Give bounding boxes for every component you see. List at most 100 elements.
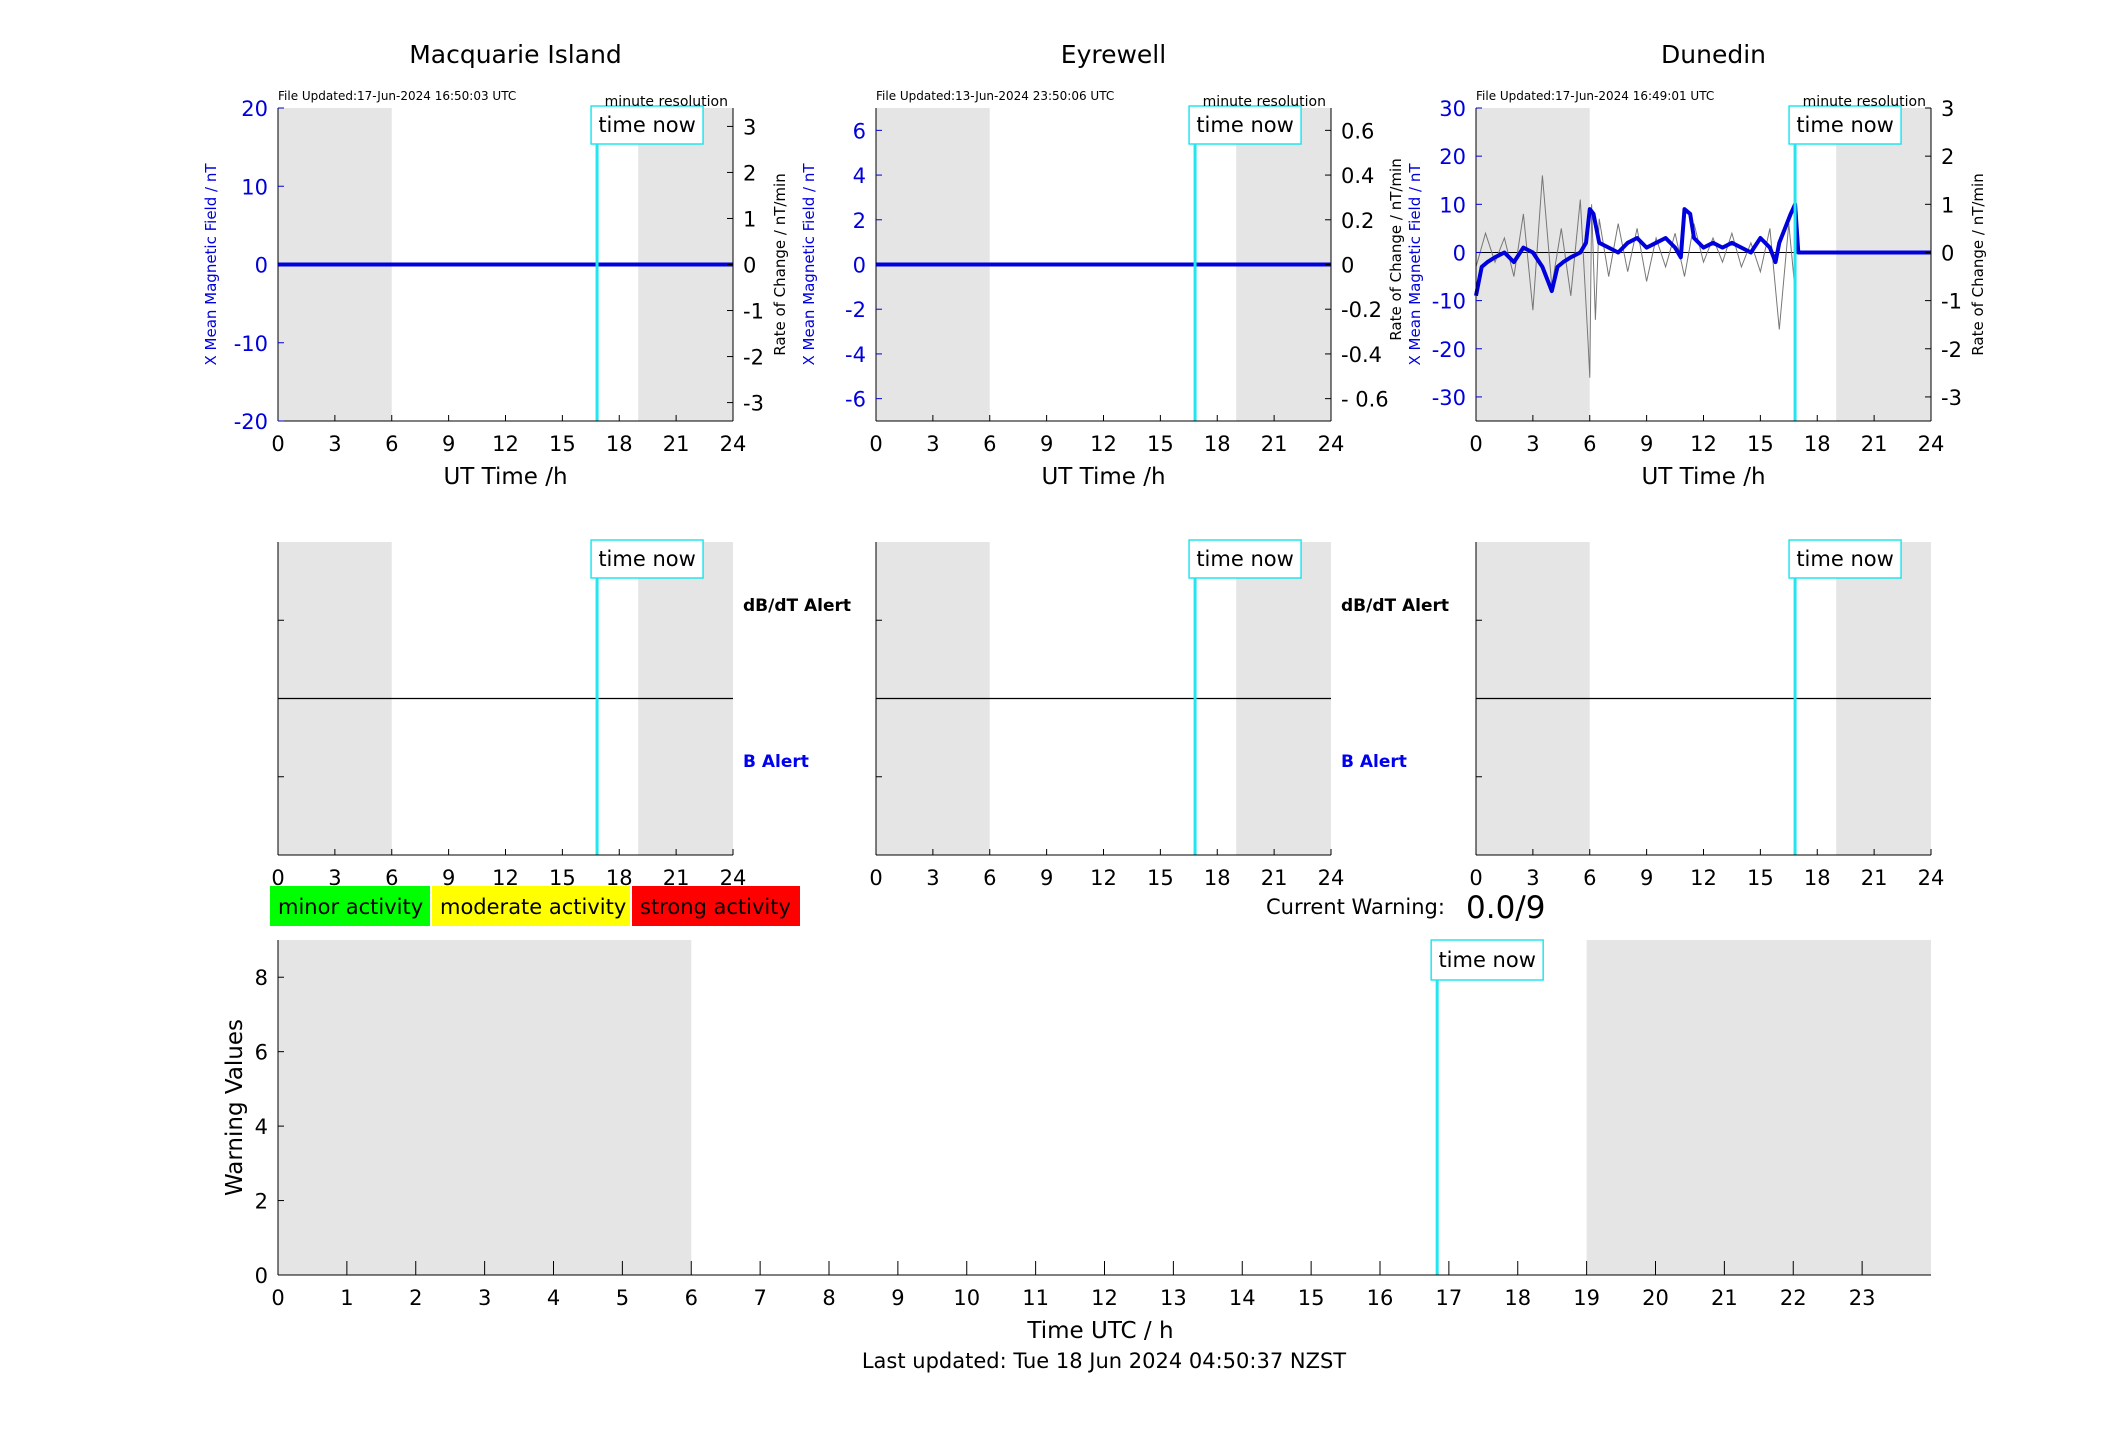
x-tick-label: 23 — [1849, 1286, 1876, 1310]
x-tick-label: 15 — [1747, 432, 1774, 456]
y-left-tick-label: 0 — [255, 254, 268, 278]
y-right-tick-label: -0.2 — [1341, 298, 1382, 322]
y-left-tick-label: 20 — [1439, 145, 1466, 169]
x-axis-label: UT Time /h — [443, 464, 567, 490]
y-right-tick-label: 0.4 — [1341, 164, 1374, 188]
time-now-box — [590, 539, 704, 579]
y-right-tick-label: 0.6 — [1341, 119, 1374, 143]
station-title: Eyrewell — [1061, 40, 1166, 69]
y-axis-label: Warning Values — [222, 1019, 248, 1196]
y-right-tick-label: 1 — [1941, 193, 1954, 217]
x-tick-label: 6 — [1583, 432, 1596, 456]
x-tick-label: 15 — [1147, 432, 1174, 456]
x-tick-label: 18 — [1204, 432, 1231, 456]
y-right-tick-label: -1 — [1941, 290, 1962, 314]
b-alert-label: B Alert — [1341, 752, 1407, 772]
y-left-tick-label: 0 — [853, 254, 866, 278]
y-left-tick-label: -20 — [1432, 338, 1466, 362]
file-updated-note: File Updated:13-Jun-2024 23:50:06 UTC — [876, 89, 1114, 103]
file-updated-note: File Updated:17-Jun-2024 16:49:01 UTC — [1476, 89, 1714, 103]
x-tick-label: 0 — [869, 866, 882, 890]
x-tick-label: 6 — [685, 1286, 698, 1310]
y-left-tick-label: -4 — [845, 343, 866, 367]
y-left-tick-label: -10 — [1432, 290, 1466, 314]
time-now-box — [590, 105, 704, 145]
y-right-tick-label: 0 — [743, 254, 756, 278]
x-tick-label: 9 — [891, 1286, 904, 1310]
x-tick-label: 15 — [1298, 1286, 1325, 1310]
x-tick-label: 18 — [1804, 432, 1831, 456]
mean-field-line — [1474, 202, 1931, 297]
time-now-label: time now — [1196, 547, 1293, 571]
y-tick-label: 2 — [255, 1190, 268, 1214]
x-tick-label: 21 — [1261, 432, 1288, 456]
x-tick-label: 3 — [926, 866, 939, 890]
x-tick-label: 20 — [1642, 1286, 1669, 1310]
x-tick-label: 4 — [547, 1286, 560, 1310]
time-now-box — [1188, 539, 1302, 579]
x-tick-label: 6 — [1583, 866, 1596, 890]
y-left-tick-label: -2 — [845, 298, 866, 322]
x-tick-label: 3 — [1526, 432, 1539, 456]
time-now-label: time now — [1796, 547, 1893, 571]
last-updated-text: Last updated: Tue 18 Jun 2024 04:50:37 N… — [862, 1349, 1346, 1373]
x-tick-label: 3 — [328, 866, 341, 890]
resolution-note: minute resolution — [1803, 94, 1926, 110]
x-tick-label: 19 — [1573, 1286, 1600, 1310]
x-tick-label: 12 — [1090, 866, 1117, 890]
x-axis-label: Time UTC / h — [1026, 1318, 1173, 1344]
y-left-tick-label: 30 — [1439, 97, 1466, 121]
dbdt-alert-label: dB/dT Alert — [1341, 596, 1449, 616]
x-tick-label: 1 — [340, 1286, 353, 1310]
x-tick-label: 6 — [983, 432, 996, 456]
y-tick-label: 6 — [255, 1041, 268, 1065]
x-tick-label: 0 — [271, 432, 284, 456]
y-left-tick-label: 10 — [1439, 193, 1466, 217]
resolution-note: minute resolution — [605, 94, 728, 110]
legend-swatch — [632, 886, 800, 926]
x-tick-label: 11 — [1022, 1286, 1049, 1310]
x-tick-label: 15 — [549, 432, 576, 456]
y-right-tick-label: -3 — [1941, 386, 1962, 410]
y-right-tick-label: 3 — [743, 115, 756, 139]
y-right-axis-label: Rate of Change / nT/min — [1969, 173, 1987, 355]
y-right-tick-label: -1 — [743, 300, 764, 324]
x-tick-label: 7 — [753, 1286, 766, 1310]
alert-panels-row: time now 0 3 6 9 12 15 18 21 24 dB/dT Alert B Alert… — [271, 539, 1944, 890]
current-warning-value: 0.0/9 — [1466, 890, 1545, 926]
y-right-tick-label: 2 — [1941, 145, 1954, 169]
y-right-tick-label: 1 — [743, 207, 756, 231]
legend-label: moderate activity — [440, 895, 626, 919]
y-left-tick-label: -30 — [1432, 386, 1466, 410]
time-now-label: time now — [598, 113, 695, 137]
x-tick-label: 0 — [271, 1286, 284, 1310]
x-tick-label: 18 — [1504, 1286, 1531, 1310]
alert-panel-eyrewell: time now 0 3 6 9 12 15 18 21 24 dB/dT Alert B Alert — [869, 539, 1449, 890]
x-tick-label: 3 — [478, 1286, 491, 1310]
y-left-tick-label: 20 — [241, 97, 268, 121]
b-alert-label: B Alert — [743, 752, 809, 772]
y-right-tick-label: -2 — [1941, 338, 1962, 362]
time-now-box — [1788, 105, 1902, 145]
legend-swatch — [432, 886, 630, 926]
x-tick-label: 9 — [1640, 866, 1653, 890]
x-tick-label: 18 — [1204, 866, 1231, 890]
x-tick-label: 9 — [1040, 866, 1053, 890]
y-left-tick-label: -6 — [845, 388, 866, 412]
y-left-tick-label: 10 — [241, 175, 268, 199]
x-axis-label: UT Time /h — [1641, 464, 1765, 490]
y-left-axis-label: X Mean Magnetic Field / nT — [202, 163, 220, 366]
x-tick-label: 3 — [1526, 866, 1539, 890]
y-left-tick-label: -20 — [234, 410, 268, 434]
x-tick-label: 9 — [1640, 432, 1653, 456]
time-now-label: time now — [1438, 948, 1535, 972]
x-tick-label: 0 — [271, 866, 284, 890]
station-title: Dunedin — [1661, 40, 1766, 69]
time-now-label: time now — [1796, 113, 1893, 137]
activity-legend: minor activity moderate activity strong ac… — [270, 886, 1545, 926]
y-right-tick-label: -3 — [743, 392, 764, 416]
y-left-tick-label: 6 — [853, 119, 866, 143]
x-tick-label: 14 — [1229, 1286, 1256, 1310]
